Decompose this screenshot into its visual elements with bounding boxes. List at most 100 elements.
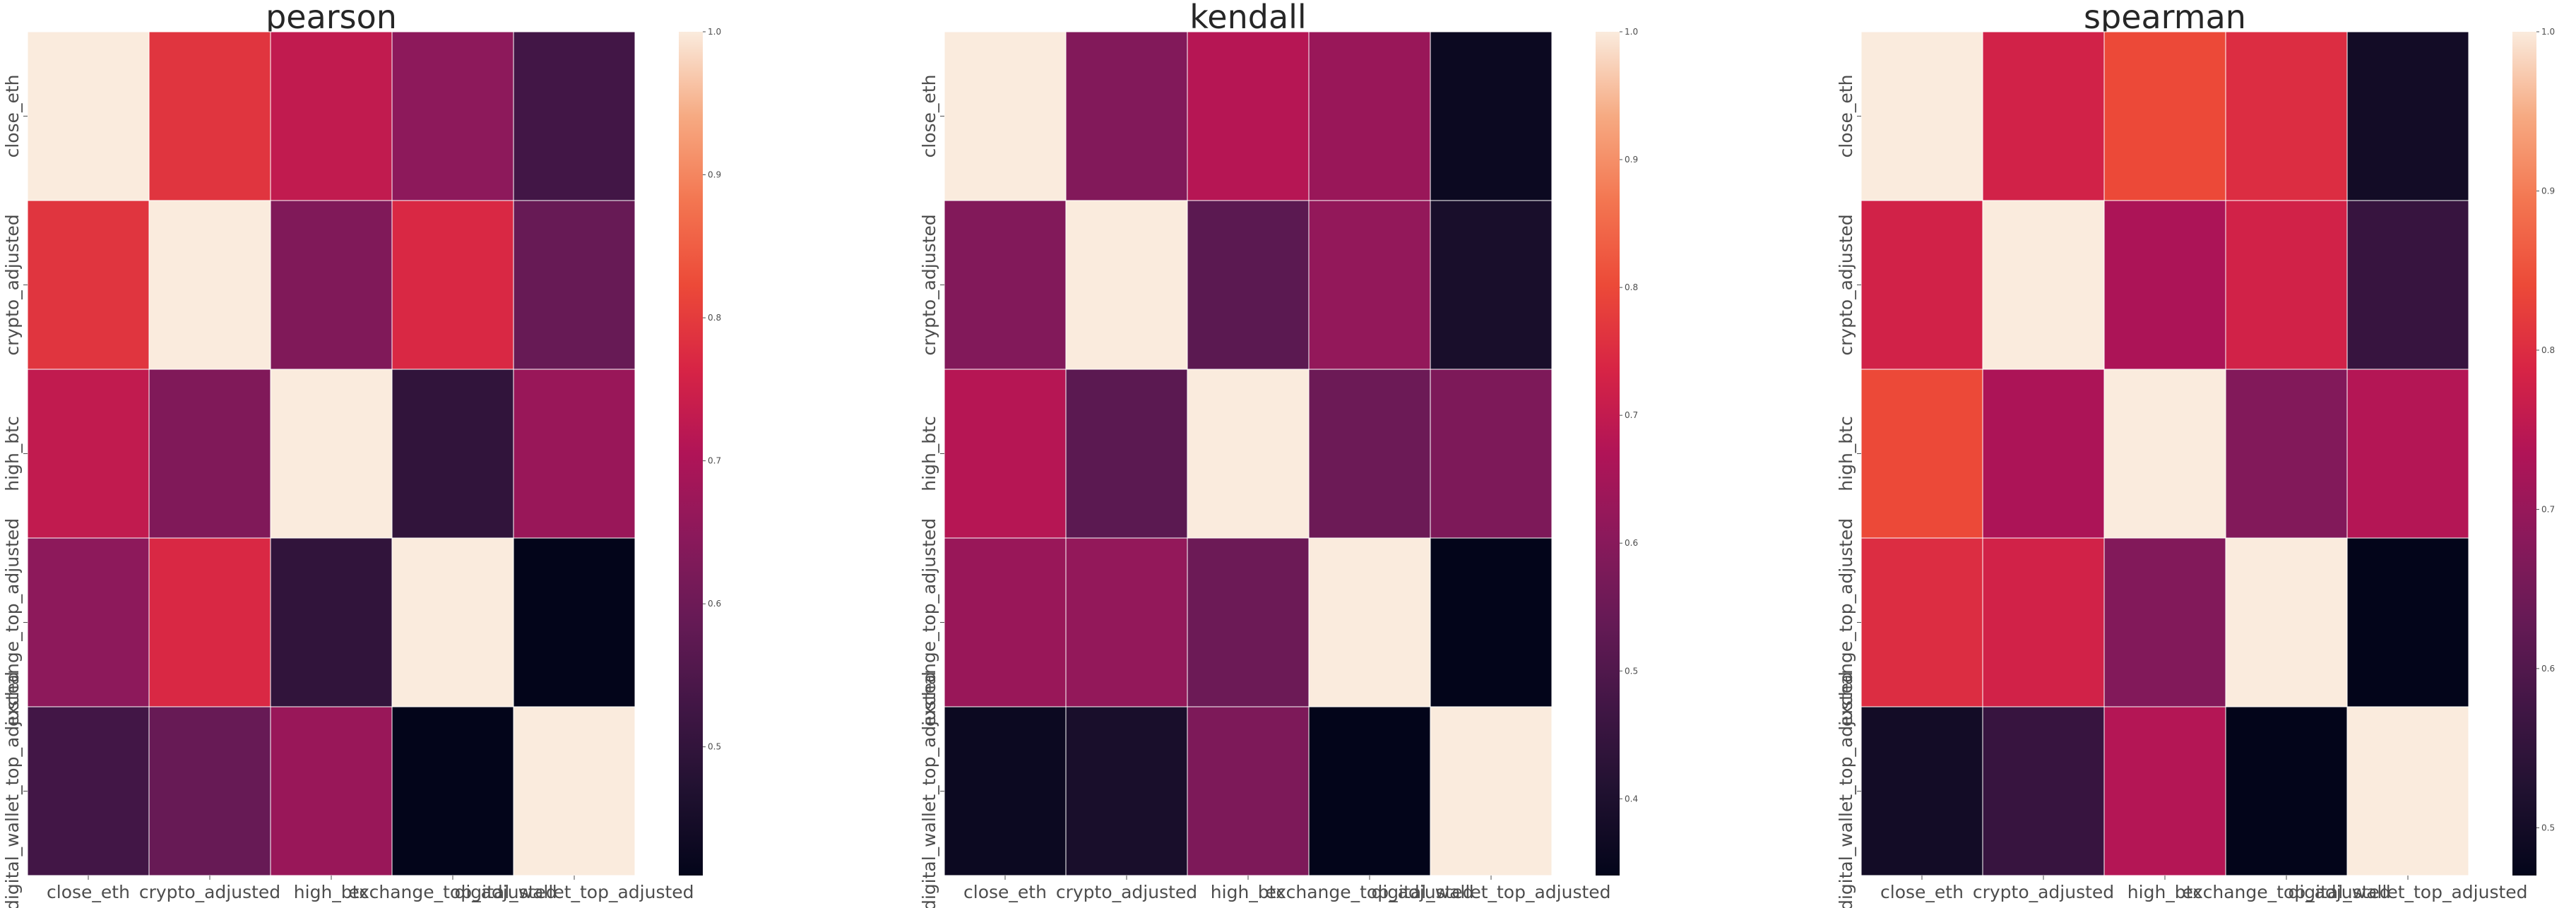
- heatmap-cell: [27, 706, 150, 876]
- y-tick-label: digital_wallet_top_adjusted: [1836, 671, 1856, 908]
- heatmap-cell: [1860, 537, 1983, 707]
- heatmap-cell: [1308, 706, 1431, 876]
- heatmap-cell: [2225, 706, 2348, 876]
- heatmap-cell: [1065, 200, 1188, 370]
- colorbar-tick-label: 0.5: [1625, 666, 1638, 676]
- heatmap-cell: [27, 537, 150, 707]
- heatmap-cell: [1430, 369, 1553, 539]
- heatmap-cell: [1982, 537, 2105, 707]
- y-tick-label: crypto_adjusted: [1836, 214, 1856, 355]
- y-tick-label: high_btc: [2, 416, 23, 491]
- heatmap-cell: [1430, 706, 1553, 876]
- y-tick-label: close_eth: [2, 75, 23, 158]
- colorbar-tick-label: 0.6: [708, 599, 721, 609]
- x-tick-label: close_eth: [47, 882, 130, 902]
- colorbar-tick-label: 0.9: [2541, 186, 2555, 196]
- heatmap-cell: [1860, 706, 1983, 876]
- heatmap-cell: [2225, 31, 2348, 201]
- heatmap-cell: [148, 537, 271, 707]
- colorbar-tick-label: 1.0: [2541, 27, 2555, 37]
- heatmap-cell: [513, 369, 636, 539]
- heatmap-cell: [1308, 369, 1431, 539]
- panel-title: kendall: [1189, 0, 1306, 36]
- colorbar-tick-label: 0.9: [708, 170, 721, 180]
- heatmap-cell: [1982, 369, 2105, 539]
- heatmap-cell: [270, 31, 393, 201]
- colorbar-tick-label: 1.0: [1625, 27, 1638, 37]
- x-tick-label: exchange_top_adjusted: [348, 882, 557, 902]
- y-tick-label: exchange_top_adjusted: [1836, 518, 1856, 727]
- heatmap-cell: [148, 706, 271, 876]
- heatmap-cell: [391, 369, 514, 539]
- heatmap-cell: [513, 706, 636, 876]
- heatmap-cell: [1860, 200, 1983, 370]
- colorbar: [1596, 32, 1620, 876]
- heatmap-cell: [513, 537, 636, 707]
- y-tick-label: crypto_adjusted: [919, 214, 939, 355]
- heatmap-cell: [27, 369, 150, 539]
- heatmap-cell: [2103, 369, 2226, 539]
- heatmap-cell: [944, 706, 1067, 876]
- heatmap-cell: [1065, 31, 1188, 201]
- heatmap-cell: [1982, 706, 2105, 876]
- x-tick-label: digital_wallet_top_adjusted: [454, 882, 694, 902]
- x-tick-label: high_btc: [294, 882, 369, 902]
- y-tick-label: exchange_top_adjusted: [2, 518, 23, 727]
- x-tick-label: close_eth: [1880, 882, 1964, 902]
- heatmap-cell: [270, 200, 393, 370]
- heatmap-cell: [513, 31, 636, 201]
- heatmap-cell: [2103, 537, 2226, 707]
- y-tick-label: digital_wallet_top_adjusted: [2, 671, 23, 908]
- colorbar-tick-label: 0.6: [2541, 664, 2555, 674]
- x-tick-label: close_eth: [963, 882, 1047, 902]
- x-tick-label: crypto_adjusted: [139, 882, 280, 902]
- colorbar-tick-label: 0.8: [2541, 345, 2555, 355]
- heatmap-cell: [391, 706, 514, 876]
- x-tick-label: exchange_top_adjusted: [1265, 882, 1473, 902]
- heatmap-cell: [2103, 706, 2226, 876]
- heatmap-cell: [391, 31, 514, 201]
- y-tick-label: high_btc: [1836, 416, 1856, 491]
- heatmap-panel-spearman: spearman close_eth crypto_adjusted high_btc…: [1836, 0, 2555, 908]
- heatmap-cell: [2346, 537, 2469, 707]
- x-tick-label: crypto_adjusted: [1973, 882, 2114, 902]
- heatmap-cell: [2346, 200, 2469, 370]
- colorbar-tick-label: 0.8: [708, 313, 721, 323]
- colorbar: [679, 32, 703, 876]
- y-tick-label: crypto_adjusted: [2, 214, 23, 355]
- colorbar-tick-label: 0.8: [1625, 282, 1638, 292]
- x-tick-label: digital_wallet_top_adjusted: [2288, 882, 2527, 902]
- y-tick-label: close_eth: [919, 75, 939, 158]
- heatmap-cell: [1187, 369, 1310, 539]
- colorbar-tick-label: 0.7: [1625, 410, 1638, 420]
- heatmap-cell: [1187, 200, 1310, 370]
- heatmap-cell: [2103, 200, 2226, 370]
- colorbar-tick-label: 0.4: [1625, 794, 1638, 804]
- y-tick-label: exchange_top_adjusted: [919, 518, 939, 727]
- heatmap-cell: [270, 369, 393, 539]
- heatmap-cell: [1430, 31, 1553, 201]
- colorbar-tick-label: 0.7: [2541, 504, 2555, 514]
- x-tick-label: high_btc: [2127, 882, 2202, 902]
- heatmap-cell: [944, 200, 1067, 370]
- heatmap-cell: [1308, 31, 1431, 201]
- heatmap-cell: [513, 200, 636, 370]
- heatmap-cell: [2103, 31, 2226, 201]
- heatmap-cell: [148, 200, 271, 370]
- panel-title: spearman: [2084, 0, 2246, 36]
- heatmap-cell: [944, 369, 1067, 539]
- heatmap-cell: [2346, 31, 2469, 201]
- colorbar-tick-label: 0.9: [1625, 155, 1638, 165]
- heatmap-panel-kendall: kendall close_eth crypto_adjusted high_btce…: [919, 0, 1638, 908]
- heatmap-cell: [391, 537, 514, 707]
- heatmap-cell: [27, 31, 150, 201]
- colorbar-tick-label: 1.0: [708, 27, 721, 37]
- panel-title: pearson: [266, 0, 397, 36]
- heatmap-cell: [2346, 369, 2469, 539]
- heatmap-cell: [270, 537, 393, 707]
- colorbar: [2512, 32, 2536, 876]
- y-tick-label: high_btc: [919, 416, 939, 491]
